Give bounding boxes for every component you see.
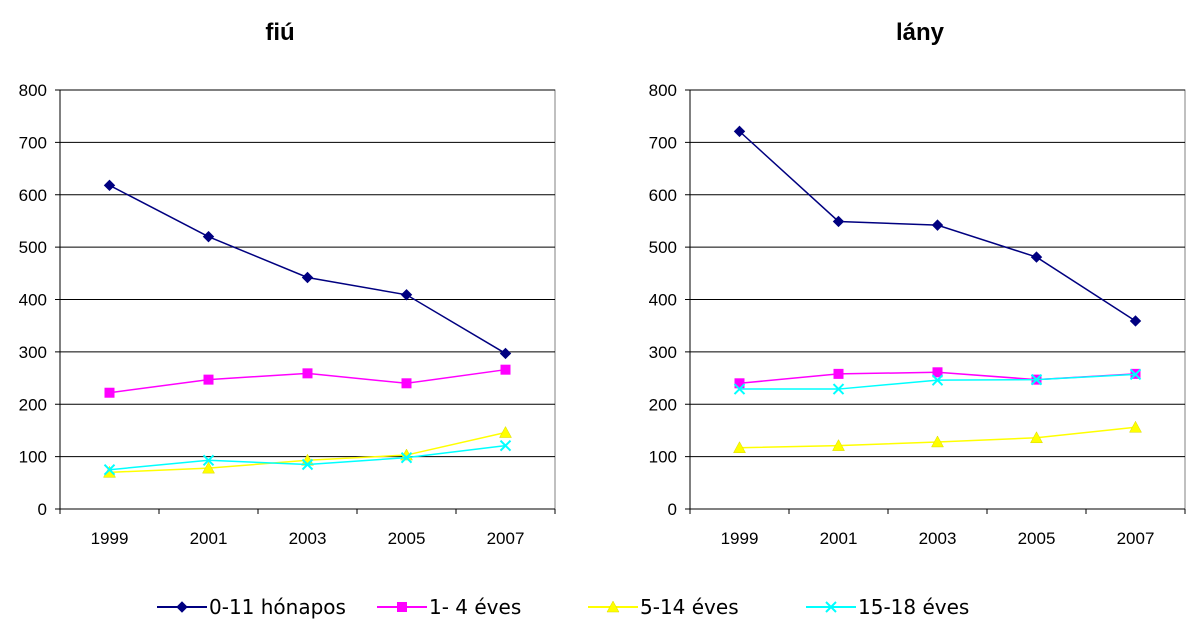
- y-tick-label: 200: [649, 395, 677, 414]
- data-point: [733, 383, 746, 395]
- data-point: [733, 125, 746, 138]
- data-point: [733, 441, 746, 453]
- x-tick-label: 2003: [919, 529, 957, 548]
- legend-label: 15-18 éves: [858, 595, 969, 619]
- data-point: [499, 439, 512, 452]
- legend-marker: [606, 600, 620, 613]
- data-point: [301, 458, 314, 471]
- legend-item: 15-18 éves: [806, 595, 969, 619]
- y-tick-label: 600: [19, 186, 47, 205]
- data-point: [832, 383, 845, 395]
- y-tick-label: 800: [649, 81, 677, 100]
- x-tick-label: 2001: [820, 529, 858, 548]
- legend-label: 1- 4 éves: [429, 595, 521, 619]
- data-point: [1030, 251, 1043, 263]
- y-tick-label: 500: [19, 238, 47, 257]
- legend-label: 5-14 éves: [640, 595, 739, 619]
- y-tick-label: 0: [668, 500, 677, 519]
- x-tick-label: 2007: [1117, 529, 1155, 548]
- chart-title: lány: [896, 19, 945, 46]
- data-point: [833, 368, 844, 379]
- data-point: [202, 461, 215, 474]
- y-tick-label: 100: [19, 448, 47, 467]
- legend-item: 5-14 éves: [588, 595, 739, 619]
- y-tick-label: 800: [19, 81, 47, 100]
- legend-marker: [825, 601, 837, 613]
- x-tick-label: 2007: [487, 529, 525, 548]
- data-point: [832, 215, 845, 228]
- data-point: [104, 387, 115, 398]
- data-point: [103, 464, 116, 476]
- series-1: [104, 364, 511, 398]
- y-tick-label: 300: [19, 343, 47, 362]
- x-tick-label: 2003: [289, 529, 327, 548]
- series-2: [733, 420, 1142, 453]
- chart-lany: lány 0 100 200 300 400 500 600 700 800 1999 2001 200…: [649, 19, 1186, 548]
- data-point: [499, 347, 512, 360]
- data-point: [202, 230, 215, 243]
- x-tick-label: 2005: [388, 529, 426, 548]
- data-point: [931, 219, 944, 231]
- legend-marker: [176, 601, 188, 613]
- y-tick-label: 700: [19, 133, 47, 152]
- y-tick-label: 700: [649, 133, 677, 152]
- y-tick-label: 600: [649, 186, 677, 205]
- data-point: [400, 289, 413, 301]
- data-point: [203, 374, 214, 385]
- x-tick-label: 1999: [91, 529, 129, 548]
- x-tick-label: 2005: [1018, 529, 1056, 548]
- chart-title: fiú: [265, 19, 294, 46]
- x-tick-label: 2001: [190, 529, 228, 548]
- y-tick-label: 400: [19, 291, 47, 310]
- data-point: [202, 454, 215, 466]
- data-point: [400, 451, 413, 464]
- data-point: [302, 368, 313, 379]
- y-tick-label: 100: [649, 448, 677, 467]
- series-3: [733, 368, 1142, 395]
- data-point: [932, 367, 943, 378]
- x-tick-label: 1999: [721, 529, 759, 548]
- data-point: [1129, 368, 1142, 381]
- y-tick-label: 500: [649, 238, 677, 257]
- data-point: [832, 439, 845, 451]
- y-tick-label: 300: [649, 343, 677, 362]
- legend-label: 0-11 hónapos: [209, 595, 346, 619]
- y-tick-label: 200: [19, 395, 47, 414]
- series-0: [733, 125, 1142, 327]
- legend-item: 1- 4 éves: [377, 595, 521, 619]
- data-point: [301, 271, 314, 284]
- series-3: [103, 439, 512, 476]
- chart-fiu: fiú 0 100 200 300 400 500 600 700 800 1999 2001 2003…: [19, 19, 556, 548]
- data-point: [401, 378, 412, 389]
- data-point: [1030, 431, 1043, 444]
- y-tick-label: 400: [649, 291, 677, 310]
- data-point: [931, 435, 944, 448]
- data-point: [1129, 315, 1142, 327]
- data-point: [1030, 373, 1043, 386]
- legend: 0-11 hónapos 1- 4 éves 5-14 éves 15-18 éves: [157, 595, 969, 619]
- data-point: [1129, 420, 1142, 433]
- data-point: [103, 179, 116, 192]
- series-0: [103, 179, 512, 360]
- y-tick-label: 0: [38, 500, 47, 519]
- legend-marker: [397, 602, 407, 612]
- data-point: [499, 426, 512, 438]
- data-point: [500, 364, 511, 375]
- data-point: [931, 374, 944, 386]
- legend-item: 0-11 hónapos: [157, 595, 346, 619]
